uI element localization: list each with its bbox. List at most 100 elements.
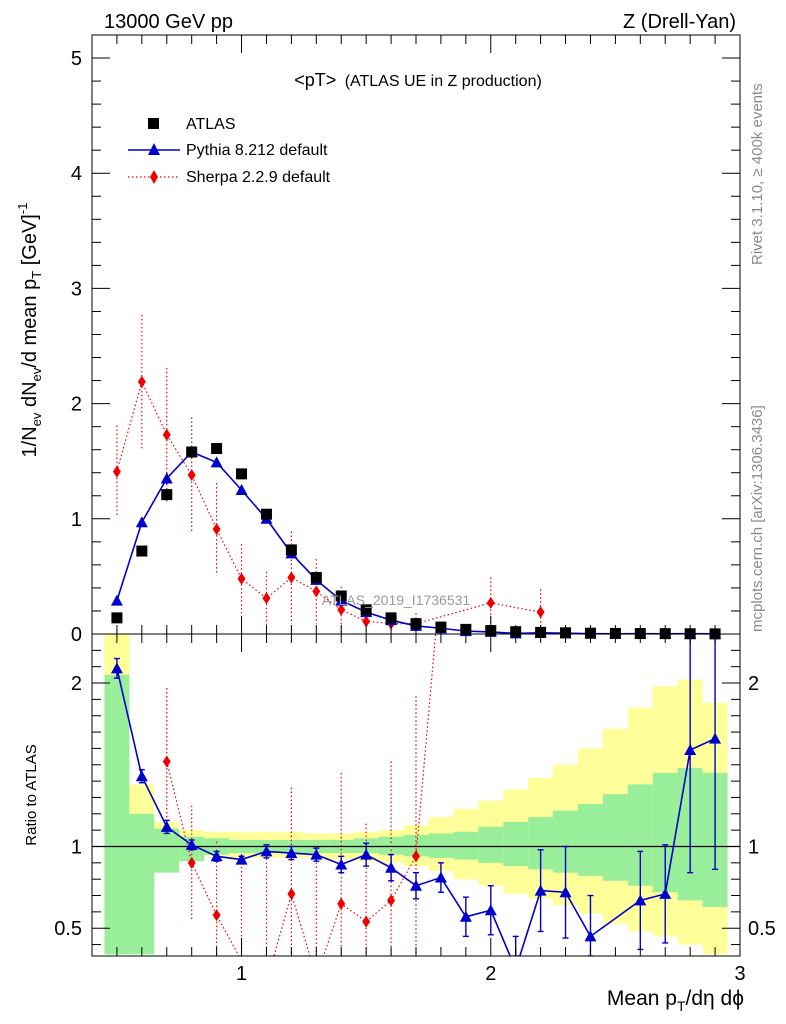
ratio-band-stat	[503, 821, 529, 867]
pythia-point	[135, 516, 148, 528]
ratio-pythia-point	[634, 894, 647, 906]
pythia-point	[235, 484, 248, 496]
sherpa-point	[212, 523, 221, 536]
watermark: ATLAS_2019_I1736531	[322, 592, 471, 608]
sherpa-point	[486, 596, 495, 609]
sherpa-point	[137, 375, 146, 388]
ratio-band-stat	[104, 674, 130, 955]
ratio-pythia-point	[335, 858, 348, 870]
sherpa-point	[337, 603, 346, 616]
xtick-label: 3	[734, 963, 745, 985]
ratio-band-stat	[578, 803, 603, 876]
atlas-point	[360, 604, 372, 616]
pythia-point	[210, 456, 223, 468]
sherpa-point	[536, 606, 545, 619]
sherpa-point	[262, 592, 271, 605]
mcplots-label: mcplots.cern.ch [arXiv:1306.3436]	[749, 405, 766, 632]
sherpa-point	[287, 571, 296, 584]
ratio-axes: 0.5 0.5 1 1 2 2 1 2 3	[54, 634, 776, 985]
legend-entry-atlas: ATLAS	[148, 116, 236, 133]
ratio-pythia-point	[484, 904, 497, 916]
ratio-pythia-point	[260, 845, 273, 857]
ratio-pythia-point	[235, 853, 248, 865]
ratio-band-stat	[154, 828, 180, 873]
ratio-pythia-point	[385, 861, 398, 873]
legend-label-pythia: Pythia 8.212 default	[186, 142, 328, 159]
x-axis-label: Mean pT/dη dϕ	[607, 987, 744, 1014]
ratio-pythia-point	[709, 732, 722, 744]
sherpa-point	[162, 428, 171, 441]
ratio-pythia-line	[116, 668, 716, 956]
ratio-sherpa-point	[187, 856, 196, 869]
ratio-ytick-label-right: 0.5	[748, 918, 776, 940]
legend-label-atlas: ATLAS	[186, 116, 236, 133]
atlas-point	[111, 612, 123, 624]
ratio-sherpa-point	[362, 915, 371, 928]
ratio-band-stat	[428, 833, 454, 858]
ratio-pythia-point	[459, 910, 472, 922]
ratio-plot-area	[92, 634, 740, 956]
ratio-pythia-point	[434, 871, 447, 883]
legend-entry-sherpa: Sherpa 2.2.9 default	[128, 169, 331, 186]
atlas-point	[335, 590, 347, 602]
ratio-ytick-label: 0.5	[54, 918, 82, 940]
ratio-ytick-label-right: 1	[748, 836, 759, 858]
ratio-pythia-point	[684, 744, 697, 756]
main-ytick-label: 2	[71, 394, 82, 416]
ratio-band-stat	[602, 794, 628, 881]
atlas-point	[260, 508, 272, 520]
main-ytick-label: 1	[71, 509, 82, 531]
main-ytick-label: 0	[71, 624, 82, 646]
ratio-pythia-point	[559, 886, 572, 898]
atlas-point	[285, 544, 297, 556]
atlas-point	[186, 446, 198, 458]
header-energy: 13000 GeV pp	[104, 11, 233, 33]
legend-marker-pythia	[148, 143, 160, 155]
pythia-point	[160, 472, 173, 484]
atlas-point	[136, 545, 148, 557]
ratio-sherpa-line	[166, 634, 437, 956]
ratio-pythia-point	[110, 662, 123, 674]
main-ylabel: 1/Nev dNev/d mean pT [GeV]-1	[15, 203, 44, 458]
main-axes: 0 1 2 3 4 5	[71, 34, 741, 646]
ratio-sherpa-point	[412, 850, 420, 863]
ratio-pythia-point	[659, 887, 672, 899]
atlas-point	[385, 612, 397, 624]
pythia-point	[110, 594, 123, 606]
ratio-panel: 0.5 0.5 1 1 2 2 1 2 3 Ratio to ATLAS	[23, 633, 776, 985]
main-panel: 0 1 2 3 4 5 ATLAS_2019_I1736531 <pT> (ATLAS U…	[15, 34, 741, 646]
ratio-band-stat	[403, 835, 429, 857]
sherpa-point	[237, 572, 246, 585]
plot-title: <pT> (ATLAS UE in Z production)	[294, 70, 542, 90]
legend-label-sherpa: Sherpa 2.2.9 default	[186, 169, 331, 186]
ratio-band-stat	[453, 831, 479, 860]
ratio-sherpa-point	[162, 755, 171, 768]
main-ytick-label: 4	[71, 163, 82, 185]
ratio-sherpa-point	[387, 894, 396, 907]
main-plot-area	[110, 314, 722, 640]
sherpa-point	[112, 465, 121, 478]
plot-title-main: <pT>	[294, 70, 336, 90]
ratio-sherpa-point	[337, 897, 346, 910]
ratio-pythia-point	[410, 879, 422, 891]
main-ytick-label: 5	[71, 48, 82, 70]
ratio-pythia-point	[360, 848, 373, 860]
sherpa-line	[116, 380, 541, 625]
ratio-pythia-point	[210, 850, 223, 862]
rivet-label: Rivet 3.1.10, ≥ 400k events	[749, 83, 766, 265]
ratio-ytick-label-right: 2	[748, 673, 759, 695]
ratio-clipped-group	[110, 634, 722, 956]
ratio-pythia-point	[534, 884, 547, 896]
ratio-band-stat	[478, 826, 504, 863]
ratio-sherpa-point	[287, 887, 296, 900]
ratio-ytick-label: 1	[71, 836, 82, 858]
xtick-label: 2	[485, 963, 496, 985]
ratio-pythia-point	[135, 770, 148, 782]
sherpa-point	[187, 469, 196, 482]
ratio-ylabel: Ratio to ATLAS	[23, 744, 40, 845]
legend-marker-sherpa	[150, 170, 158, 184]
sherpa-point	[312, 585, 321, 598]
header-process: Z (Drell-Yan)	[623, 11, 736, 33]
atlas-point	[236, 468, 248, 480]
legend-entry-pythia: Pythia 8.212 default	[128, 142, 328, 159]
